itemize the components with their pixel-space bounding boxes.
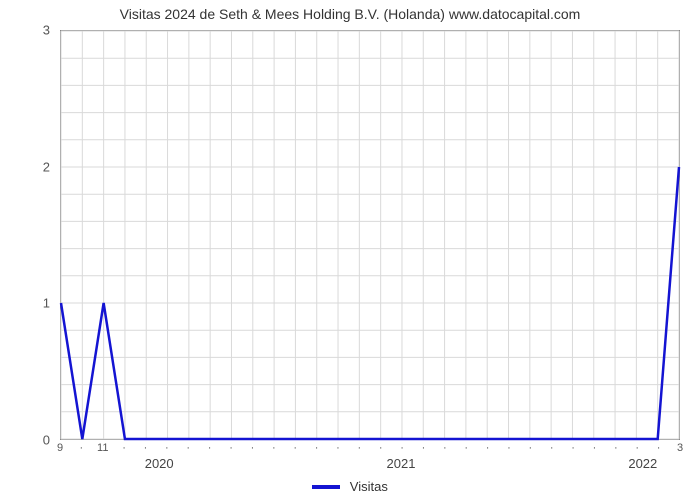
y-tick-label: 3	[0, 23, 50, 38]
y-tick-label: 0	[0, 433, 50, 448]
x-tick-label: ·	[400, 442, 404, 454]
x-tick-label: ·	[122, 442, 126, 454]
data-series-line	[61, 167, 679, 439]
x-tick-label: ·	[550, 442, 554, 454]
x-tick-label: ·	[186, 442, 190, 454]
x-tick-label: ·	[336, 442, 340, 454]
x-tick-label: ·	[315, 442, 319, 454]
x-tick-label: ·	[144, 442, 148, 454]
x-tick-label: ·	[486, 442, 490, 454]
x-tick-label: ·	[529, 442, 533, 454]
y-axis-labels: 0123	[0, 30, 55, 440]
plot-area	[60, 30, 680, 440]
x-tick-label: ·	[635, 442, 639, 454]
x-tick-label: ·	[379, 442, 383, 454]
x-tick-label: ·	[464, 442, 468, 454]
x-tick-label: ·	[208, 442, 212, 454]
x-tick-label: 3	[677, 442, 683, 454]
x-tick-label: ·	[293, 442, 297, 454]
chart-title: Visitas 2024 de Seth & Mees Holding B.V.…	[0, 6, 700, 22]
x-tick-label: 9	[57, 442, 63, 454]
legend-label: Visitas	[350, 479, 388, 494]
x-tick-label: ·	[80, 442, 84, 454]
x-axis-labels: 9 · 11 · · · · · · · · · · · · · · · · · · · · · · · · · · 3 2020 2021 2…	[60, 440, 680, 476]
x-tick-label: ·	[507, 442, 511, 454]
x-tick-label: ·	[443, 442, 447, 454]
x-tick-label: ·	[571, 442, 575, 454]
x-year-label: 2022	[628, 456, 657, 471]
x-tick-label: 11	[97, 442, 108, 454]
x-tick-label: ·	[422, 442, 426, 454]
x-tick-label: ·	[165, 442, 169, 454]
x-year-label: 2020	[145, 456, 174, 471]
chart-container: Visitas 2024 de Seth & Mees Holding B.V.…	[0, 0, 700, 500]
legend: Visitas	[0, 478, 700, 494]
x-tick-label: ·	[272, 442, 276, 454]
x-year-label: 2021	[387, 456, 416, 471]
legend-swatch	[312, 485, 340, 489]
x-tick-label: ·	[593, 442, 597, 454]
x-tick-label: ·	[251, 442, 255, 454]
x-tick-label: ·	[357, 442, 361, 454]
y-tick-label: 1	[0, 296, 50, 311]
y-tick-label: 2	[0, 159, 50, 174]
x-tick-label: ·	[657, 442, 661, 454]
x-tick-label: ·	[229, 442, 233, 454]
data-line-layer	[61, 31, 679, 439]
x-tick-label: ·	[614, 442, 618, 454]
